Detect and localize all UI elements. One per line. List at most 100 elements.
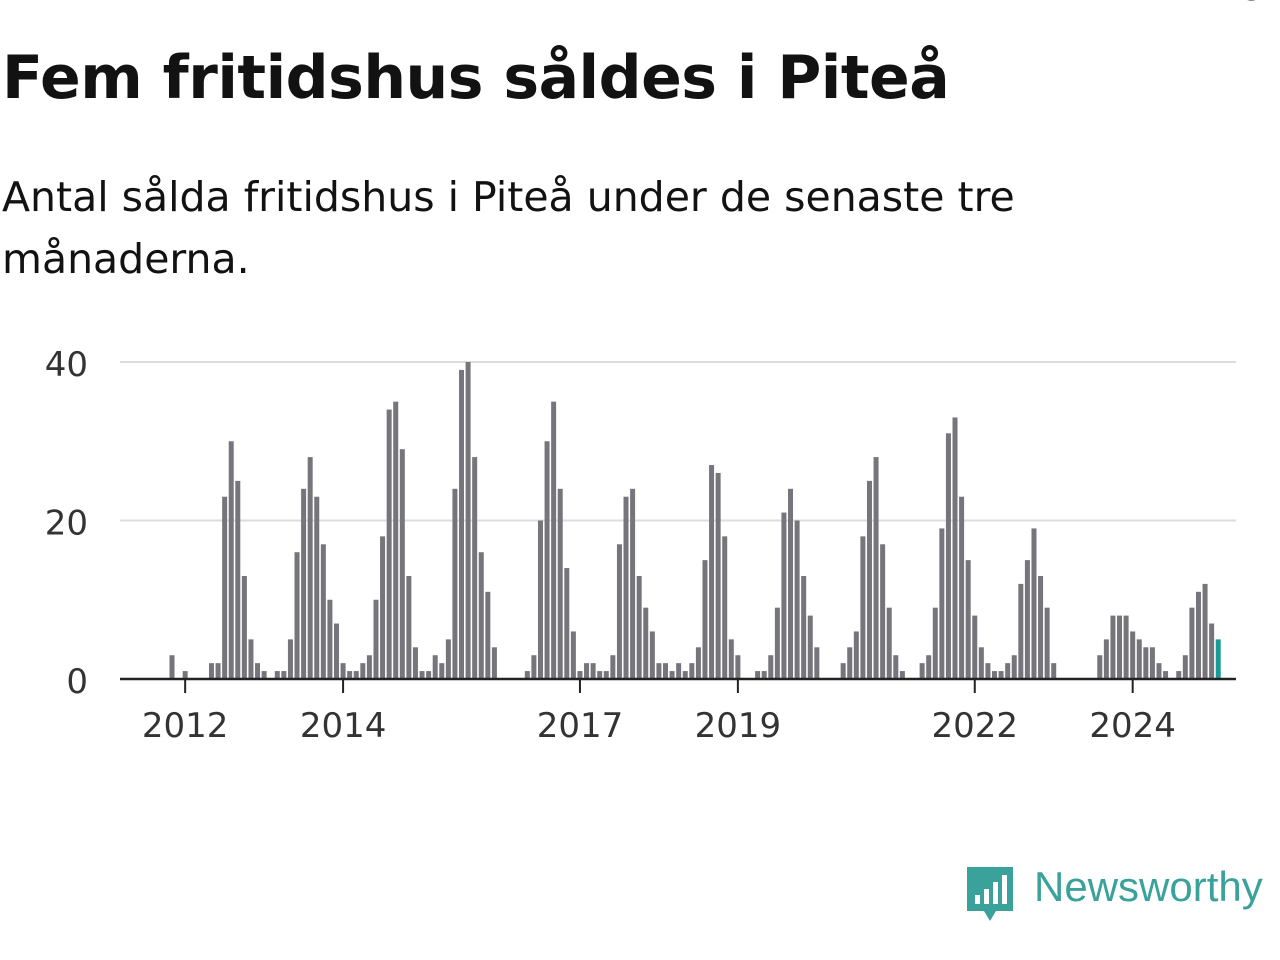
brand-name: Newsworthy xyxy=(1034,863,1263,910)
bar xyxy=(972,615,978,679)
chart-title: Fem fritidshus såldes i Piteå xyxy=(2,43,950,113)
bar xyxy=(1103,639,1109,679)
bar xyxy=(472,457,478,679)
highlighted-bar xyxy=(1215,639,1221,679)
bar xyxy=(1005,663,1011,679)
bar xyxy=(1110,615,1116,679)
bar xyxy=(860,536,866,679)
bar xyxy=(281,671,287,679)
bar xyxy=(314,496,320,679)
bar xyxy=(649,631,655,679)
bar xyxy=(656,663,662,679)
bar xyxy=(985,663,991,679)
bar xyxy=(702,560,708,679)
bar xyxy=(1209,623,1215,679)
bar xyxy=(261,671,267,679)
bar xyxy=(853,631,859,679)
bar xyxy=(399,449,405,679)
bar xyxy=(347,671,353,679)
bar xyxy=(307,457,313,679)
bar xyxy=(1038,575,1044,679)
bar xyxy=(452,488,458,679)
bar xyxy=(899,671,905,679)
bar xyxy=(959,496,965,679)
bar xyxy=(353,671,359,679)
bar xyxy=(722,536,728,679)
bar xyxy=(663,663,668,679)
y-tick-label: 0 xyxy=(66,662,88,702)
bar xyxy=(616,544,622,679)
bar xyxy=(577,671,583,679)
bar xyxy=(1123,615,1129,679)
y-tick-label: 40 xyxy=(45,345,88,385)
x-tick-label: 2022 xyxy=(931,706,1018,746)
bar xyxy=(1024,560,1030,679)
bar xyxy=(294,552,300,679)
bar xyxy=(228,441,234,679)
bar xyxy=(215,663,221,679)
bar xyxy=(669,671,675,679)
bar xyxy=(491,647,497,679)
x-tick-label: 2024 xyxy=(1089,706,1176,746)
bar xyxy=(406,575,412,679)
bar xyxy=(939,528,945,679)
bar xyxy=(478,552,484,679)
bar xyxy=(432,655,438,679)
x-tick-label: 2012 xyxy=(142,706,229,746)
bar xyxy=(873,457,879,679)
bar xyxy=(1176,671,1182,679)
bar xyxy=(880,544,886,679)
bar xyxy=(590,663,596,679)
bar xyxy=(445,639,451,679)
newsworthy-logo[interactable]: Newsworthy xyxy=(964,863,1263,928)
bar xyxy=(689,663,695,679)
bars xyxy=(169,362,1221,679)
bar xyxy=(1018,583,1024,679)
bar xyxy=(610,655,616,679)
bar xyxy=(840,663,846,679)
bar xyxy=(597,671,603,679)
bar xyxy=(1031,528,1037,679)
bar xyxy=(208,663,214,679)
bar xyxy=(1163,671,1169,679)
bar xyxy=(386,409,392,679)
bar xyxy=(788,488,794,679)
bar xyxy=(847,647,853,679)
bar xyxy=(360,663,366,679)
bar xyxy=(768,655,774,679)
bar xyxy=(419,671,425,679)
bar xyxy=(334,623,339,679)
bar xyxy=(735,655,741,679)
bar xyxy=(274,671,280,679)
newsworthy-logo-icon xyxy=(967,867,1013,921)
bar xyxy=(952,417,958,679)
bar xyxy=(340,663,346,679)
bar xyxy=(1143,647,1149,679)
bar xyxy=(551,401,557,679)
bar xyxy=(1189,607,1195,679)
gridlines xyxy=(120,361,1236,522)
bar xyxy=(426,671,432,679)
bar xyxy=(248,639,254,679)
bar xyxy=(965,560,971,679)
bar xyxy=(926,655,932,679)
bar xyxy=(682,671,688,679)
bar xyxy=(1044,607,1050,679)
bar xyxy=(1156,663,1162,679)
bar xyxy=(998,671,1004,679)
bar xyxy=(978,647,984,679)
bar xyxy=(814,647,820,679)
bar xyxy=(636,575,642,679)
bar xyxy=(531,655,537,679)
bar xyxy=(524,671,530,679)
x-tick-label: 2014 xyxy=(300,706,387,746)
bar xyxy=(241,575,247,679)
bar xyxy=(886,607,892,679)
bar xyxy=(544,441,550,679)
bar xyxy=(1136,639,1142,679)
chart-subtitle: Antal sålda fritidshus i Piteå under de … xyxy=(2,173,1015,283)
bar xyxy=(327,599,333,679)
bar xyxy=(761,671,767,679)
bar xyxy=(380,536,386,679)
